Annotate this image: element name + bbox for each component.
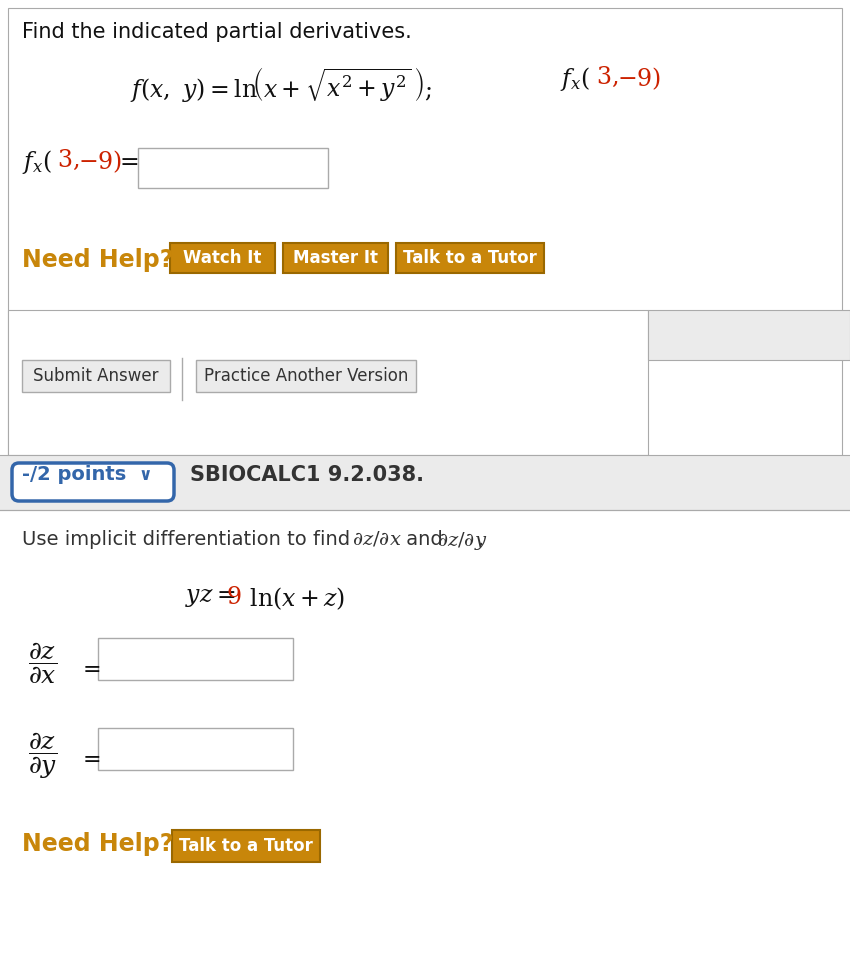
Text: $yz = $: $yz = $ <box>185 585 235 609</box>
Bar <box>0 455 850 510</box>
Text: Find the indicated partial derivatives.: Find the indicated partial derivatives. <box>22 22 411 42</box>
Text: $=$: $=$ <box>78 658 100 678</box>
Bar <box>170 243 275 273</box>
Text: $f(x,\ y) = \mathrm{ln}\!\left(x + \sqrt{x^2 + y^2}\,\right);$: $f(x,\ y) = \mathrm{ln}\!\left(x + \sqrt… <box>130 65 432 104</box>
Text: $-9)$: $-9)$ <box>78 148 122 174</box>
Text: $\ \mathrm{ln}(x + z)$: $\ \mathrm{ln}(x + z)$ <box>242 585 345 612</box>
Text: $=$: $=$ <box>78 748 100 768</box>
Text: SBIOCALC1 9.2.038.: SBIOCALC1 9.2.038. <box>190 465 424 485</box>
Text: ∨: ∨ <box>138 466 151 484</box>
Text: Watch It: Watch It <box>184 249 262 267</box>
Text: and: and <box>400 530 449 549</box>
Bar <box>283 243 388 273</box>
Bar <box>138 148 328 188</box>
Text: Need Help?: Need Help? <box>22 248 173 272</box>
Text: Use implicit differentiation to find: Use implicit differentiation to find <box>22 530 356 549</box>
Text: Need Help?: Need Help? <box>22 832 173 856</box>
Text: $-9)$: $-9)$ <box>617 65 661 92</box>
Text: $\dfrac{\partial z}{\partial y}$: $\dfrac{\partial z}{\partial y}$ <box>28 730 57 781</box>
Text: Talk to a Tutor: Talk to a Tutor <box>403 249 537 267</box>
Text: $\dfrac{\partial z}{\partial x}$: $\dfrac{\partial z}{\partial x}$ <box>28 640 57 686</box>
Bar <box>172 830 320 862</box>
Text: Master It: Master It <box>293 249 378 267</box>
Text: -/2 points: -/2 points <box>22 466 127 484</box>
Text: .: . <box>478 530 484 549</box>
Text: $=$: $=$ <box>115 148 139 172</box>
Bar <box>8 8 842 458</box>
Bar <box>648 310 850 360</box>
FancyBboxPatch shape <box>12 463 174 501</box>
Bar <box>8 310 648 455</box>
Bar <box>396 243 544 273</box>
Text: $3,$: $3,$ <box>596 65 618 89</box>
Text: Submit Answer: Submit Answer <box>33 367 159 385</box>
Text: $\partial z/\partial y$: $\partial z/\partial y$ <box>437 530 487 552</box>
Bar <box>98 728 293 770</box>
Text: Talk to a Tutor: Talk to a Tutor <box>179 837 313 855</box>
Text: $9$: $9$ <box>226 585 241 609</box>
Text: $f_x($: $f_x($ <box>560 65 590 93</box>
Bar <box>0 510 850 974</box>
Text: Practice Another Version: Practice Another Version <box>204 367 408 385</box>
Bar <box>196 360 416 392</box>
Bar <box>22 360 170 392</box>
Bar <box>98 638 293 680</box>
Text: $3,$: $3,$ <box>57 148 79 172</box>
Text: $f_x($: $f_x($ <box>22 148 52 176</box>
Text: $\partial z/\partial x$: $\partial z/\partial x$ <box>352 530 402 549</box>
